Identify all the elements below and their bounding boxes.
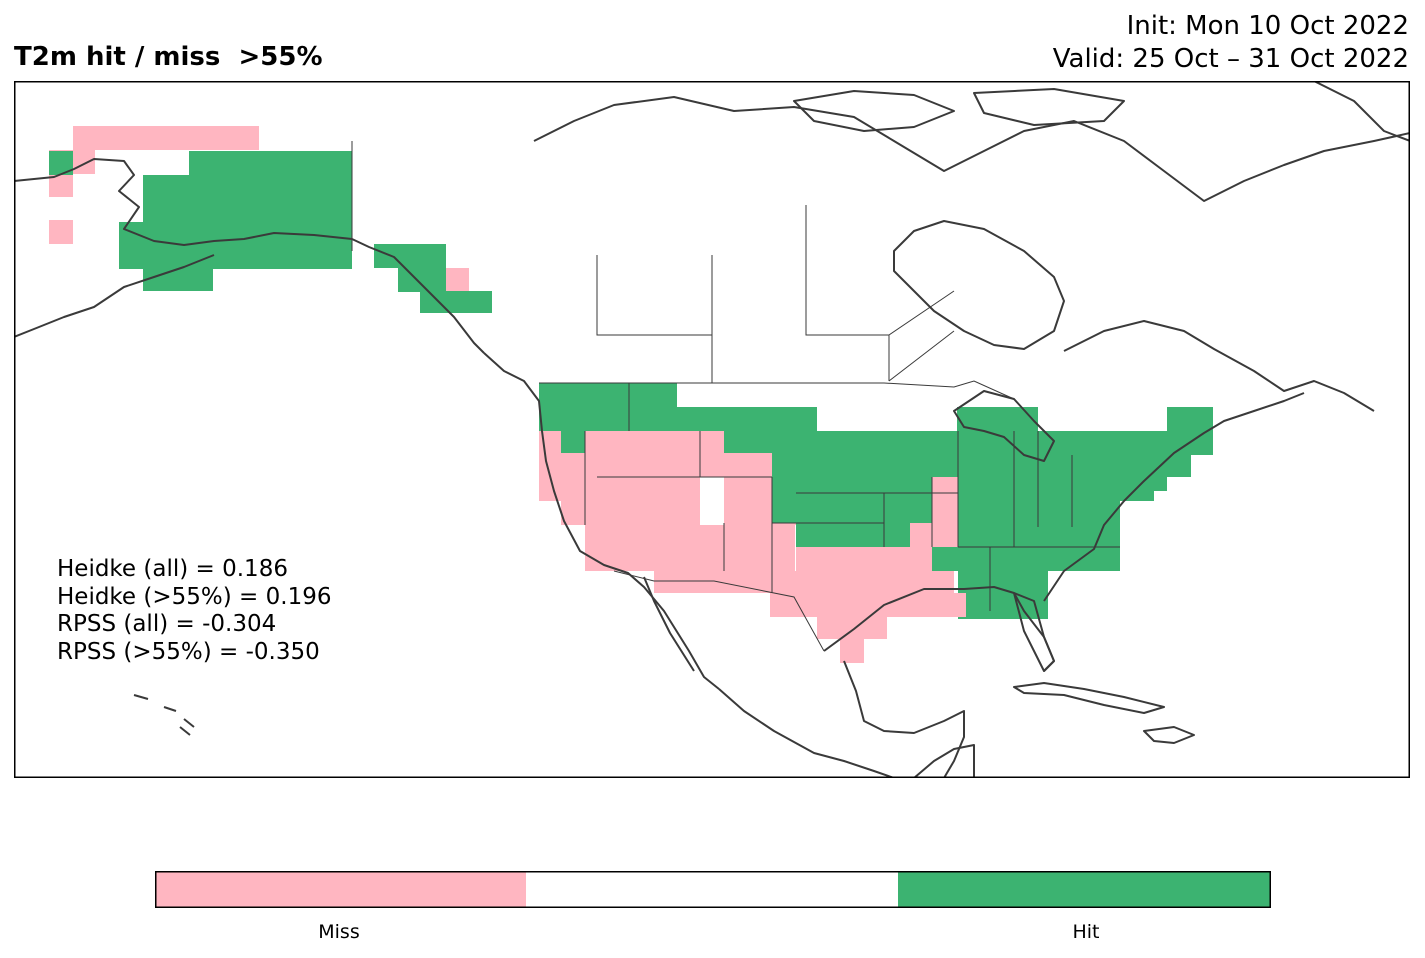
pacific-coast xyxy=(483,352,720,690)
valid-range: Valid: 25 Oct – 31 Oct 2022 xyxy=(1052,44,1409,74)
alaska-west xyxy=(14,254,215,338)
hit-cell xyxy=(772,431,868,477)
labrador xyxy=(1063,320,1375,412)
hit-cell xyxy=(796,501,958,523)
miss-cell xyxy=(770,593,966,617)
hit-cell xyxy=(374,244,446,268)
hit-cell xyxy=(932,547,1120,571)
greenland xyxy=(1313,81,1410,142)
hit-cell xyxy=(724,431,772,453)
heidke-all: Heidke (all) = 0.186 xyxy=(57,556,288,582)
hit-cell xyxy=(143,175,352,222)
map-title: T2m hit / miss >55% xyxy=(14,42,323,72)
miss-cell xyxy=(49,220,73,244)
skill-scores: Heidke (all) = 0.186 Heidke (>55%) = 0.1… xyxy=(57,556,331,666)
hit-cell xyxy=(958,571,1048,619)
miss-cell xyxy=(654,571,954,593)
florida xyxy=(1013,592,1055,672)
colorbar-hit xyxy=(898,871,1271,908)
hit-cell xyxy=(1072,431,1167,491)
hit-cell xyxy=(1014,407,1038,527)
hit-cell xyxy=(1038,431,1072,527)
colorbar-neutral xyxy=(526,871,898,908)
miss-cell xyxy=(817,617,887,639)
alaska-coast xyxy=(14,158,485,354)
alaska-cells xyxy=(49,126,492,313)
miss-cell xyxy=(724,477,772,525)
hit-cell xyxy=(539,383,677,431)
miss-cell xyxy=(73,126,259,150)
miss-cell xyxy=(49,175,73,197)
atlantic-coast xyxy=(1043,392,1305,602)
hit-cell xyxy=(958,527,1120,547)
arctic-island-1 xyxy=(793,90,955,132)
cuba xyxy=(1013,682,1165,714)
us-state-lines xyxy=(584,383,1120,611)
colorbar-label-miss: Miss xyxy=(318,921,360,943)
miss-cell xyxy=(796,547,932,571)
hit-cell xyxy=(781,407,817,431)
mexico-coast xyxy=(718,688,895,778)
colorbar-miss xyxy=(155,871,526,908)
us-mexico-border xyxy=(613,570,825,652)
miss-cell xyxy=(585,525,795,571)
miss-cell xyxy=(539,431,561,501)
date-info: Init: Mon 10 Oct 2022 Valid: 25 Oct – 31… xyxy=(1053,10,1409,76)
miss-cell xyxy=(840,639,864,663)
rpss-55: RPSS (>55%) = -0.350 xyxy=(57,638,320,665)
miss-cell xyxy=(446,268,469,292)
hit-cell xyxy=(561,431,585,453)
hit-cell xyxy=(958,407,1014,547)
hit-cell xyxy=(420,291,492,313)
miss-cell xyxy=(585,431,700,525)
hit-cell xyxy=(1072,491,1120,527)
hit-cell xyxy=(796,523,932,547)
hit-cell xyxy=(677,407,781,431)
hudson-bay xyxy=(893,220,1065,350)
miss-cell xyxy=(910,523,958,547)
hawaii xyxy=(133,694,195,736)
rpss-all: RPSS (all) = -0.304 xyxy=(57,611,277,637)
miss-cell xyxy=(700,453,772,477)
map-border xyxy=(14,81,1410,778)
hit-cell xyxy=(143,269,213,291)
conus-cells xyxy=(539,383,1213,663)
forecast-map xyxy=(14,81,1410,778)
central-america xyxy=(913,744,975,778)
hit-cell xyxy=(1167,407,1191,477)
arctic-coast xyxy=(533,96,1410,202)
borders xyxy=(351,141,1120,652)
hit-cell xyxy=(119,222,352,269)
hit-cell xyxy=(189,151,352,175)
great-lakes xyxy=(953,390,1055,462)
hit-cell xyxy=(398,268,446,292)
colorbar-label-hit: Hit xyxy=(1072,921,1100,943)
miss-cell xyxy=(932,477,958,525)
hispaniola xyxy=(1143,726,1195,744)
heidke-55: Heidke (>55%) = 0.196 xyxy=(57,583,332,610)
miss-cell xyxy=(561,453,585,525)
init-date: Init: Mon 10 Oct 2022 xyxy=(1126,11,1409,41)
baja xyxy=(643,576,695,672)
colorbar xyxy=(155,871,1271,908)
canada-province-lines xyxy=(596,205,955,383)
hit-cell xyxy=(1120,491,1154,501)
miss-cell xyxy=(772,523,796,525)
arctic-island-2 xyxy=(973,88,1125,126)
coastlines xyxy=(14,81,1410,778)
us-canada-border xyxy=(539,380,1015,400)
